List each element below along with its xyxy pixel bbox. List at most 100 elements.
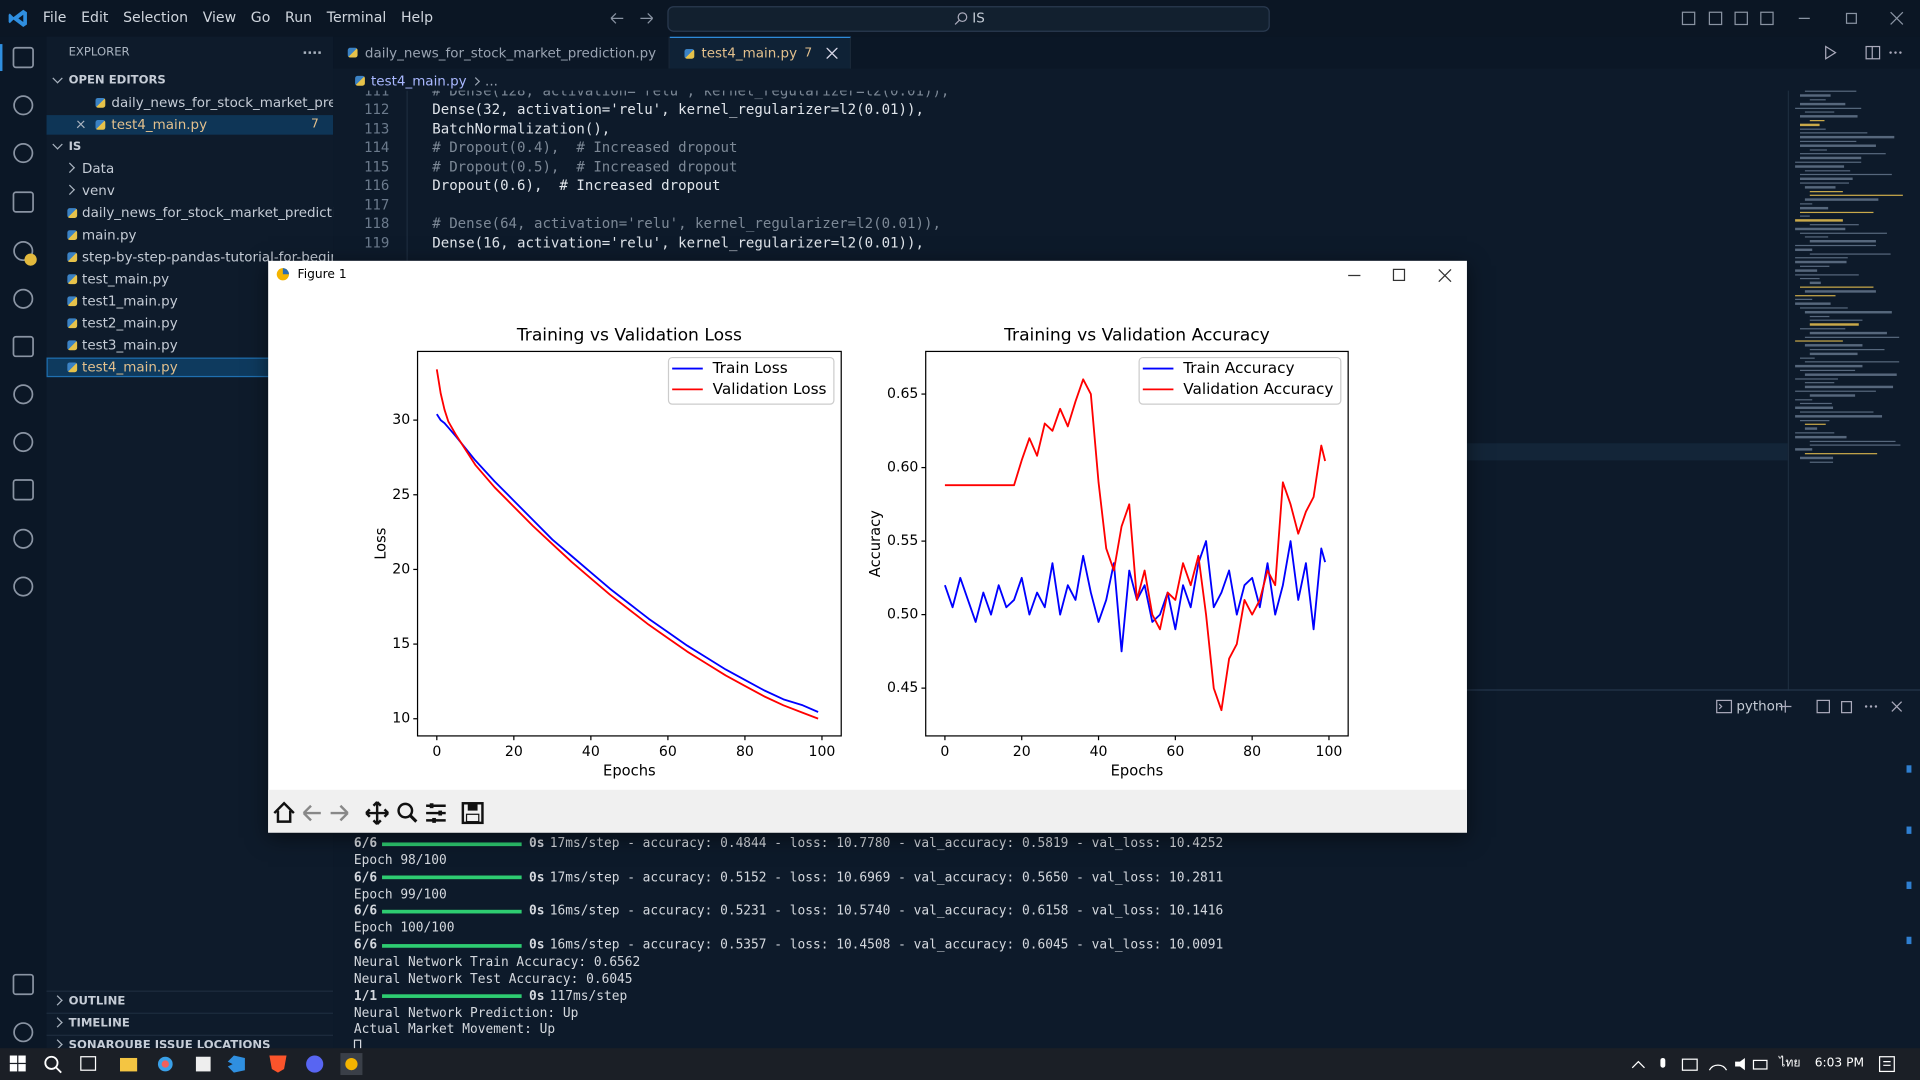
system-tray[interactable] bbox=[1629, 1056, 1770, 1073]
activity-icons[interactable] bbox=[0, 37, 47, 1048]
notifications[interactable] bbox=[1878, 1056, 1895, 1073]
nav-arrows[interactable] bbox=[609, 10, 658, 27]
minimap-line bbox=[1809, 148, 1827, 151]
activity-icon[interactable] bbox=[12, 191, 34, 213]
menu-item[interactable]: Help bbox=[400, 8, 434, 26]
chevron bbox=[52, 139, 63, 150]
activity-icon[interactable] bbox=[13, 143, 34, 164]
minimap-line bbox=[1800, 232, 1887, 234]
code-editor[interactable]: 111 # Dense(128, activation='relu', kerne… bbox=[333, 90, 1785, 261]
folder[interactable]: venv bbox=[82, 182, 115, 199]
activity-bar bbox=[0, 36, 47, 1049]
menu-item[interactable]: Go bbox=[250, 8, 271, 26]
file[interactable]: main.py bbox=[82, 227, 137, 243]
menu-item[interactable]: Edit bbox=[81, 8, 109, 26]
file[interactable]: daily_news_for_stock_market_prediction.p… bbox=[82, 204, 333, 221]
figure-window-controls[interactable] bbox=[1344, 267, 1454, 284]
activity-icon[interactable] bbox=[13, 528, 34, 549]
minimap-line bbox=[1800, 128, 1827, 130]
clock[interactable]: 6:03 PM bbox=[1814, 1056, 1865, 1071]
file[interactable]: test2_main.py bbox=[82, 315, 178, 332]
editor-actions[interactable] bbox=[1822, 44, 1915, 61]
active-indicator bbox=[0, 44, 3, 72]
minimap-line bbox=[1800, 144, 1877, 147]
chart-title: Training vs Validation Accuracy bbox=[1003, 326, 1270, 346]
menu-item[interactable]: File bbox=[42, 8, 67, 26]
minimap-line bbox=[1804, 111, 1835, 114]
menu-item[interactable]: Selection bbox=[123, 8, 188, 26]
minimap-line bbox=[1804, 382, 1835, 384]
activity-icon[interactable] bbox=[12, 973, 34, 996]
line-number: 117 bbox=[363, 195, 390, 213]
activity-icon[interactable] bbox=[12, 335, 34, 358]
activity-icon[interactable] bbox=[13, 384, 34, 405]
terminal-text: 117ms/step bbox=[549, 988, 628, 1004]
breadcrumb-item[interactable]: ... bbox=[485, 72, 498, 89]
current-line-highlight bbox=[1466, 443, 1788, 461]
section-title[interactable]: SONARQUBE ISSUE LOCATIONS bbox=[68, 1038, 271, 1049]
folder[interactable]: Data bbox=[82, 160, 115, 177]
minimap bbox=[1790, 90, 1912, 471]
menu-item[interactable]: View bbox=[202, 8, 237, 26]
minimap-line bbox=[1809, 332, 1888, 334]
progress-step: 6/6 bbox=[353, 869, 378, 885]
activity-icon[interactable] bbox=[13, 288, 34, 309]
menu-item[interactable]: Terminal bbox=[326, 8, 387, 26]
minimap-line bbox=[1800, 94, 1831, 97]
minimap-line bbox=[1800, 103, 1845, 105]
minimap-line bbox=[1800, 182, 1849, 184]
minimap-line bbox=[1795, 248, 1812, 251]
line-number: 113 bbox=[363, 119, 390, 137]
activity-icon[interactable] bbox=[12, 46, 34, 69]
progress-time: 0s bbox=[528, 903, 545, 919]
terminal-text: Epoch 100/100 bbox=[353, 920, 455, 936]
terminal-text: 17ms/step - accuracy: 0.4844 - loss: 10.… bbox=[549, 835, 1224, 851]
tab-close[interactable] bbox=[826, 47, 838, 59]
breadcrumb-item[interactable]: test4_main.py bbox=[371, 72, 467, 89]
progress-time: 0s bbox=[528, 835, 545, 851]
minimap-line bbox=[1800, 402, 1832, 405]
window-controls[interactable] bbox=[1678, 10, 1920, 27]
open-editor[interactable]: test4_main.py bbox=[111, 116, 208, 133]
minimap-line bbox=[1809, 240, 1877, 243]
terminal-shell[interactable]: python bbox=[1736, 698, 1784, 715]
open-editor[interactable]: daily_news_for_stock_market_predict... bbox=[111, 94, 333, 111]
minimap-line bbox=[1809, 394, 1856, 397]
legend-frame bbox=[1138, 356, 1342, 405]
activity-icon[interactable] bbox=[13, 240, 34, 262]
section-title[interactable]: OUTLINE bbox=[68, 994, 126, 1009]
explorer-more[interactable] bbox=[303, 51, 321, 56]
app-icon bbox=[8, 9, 27, 27]
x-tick-label: 0 bbox=[940, 744, 949, 760]
keyboard-language[interactable]: ไทย bbox=[1779, 1056, 1801, 1071]
panel-actions[interactable] bbox=[1778, 699, 1908, 714]
editor-tab[interactable]: test4_main.py 7 bbox=[669, 36, 852, 69]
editor-tab[interactable]: daily_news_for_stock_market_prediction.p… bbox=[333, 36, 670, 69]
menu-item[interactable]: Run bbox=[285, 8, 313, 26]
minimap-line bbox=[1804, 198, 1879, 201]
activity-icon[interactable] bbox=[13, 1022, 34, 1043]
search-box[interactable] bbox=[667, 6, 1270, 32]
activity-icon[interactable] bbox=[13, 95, 34, 116]
data-line bbox=[944, 540, 1327, 653]
file[interactable]: test3_main.py bbox=[82, 337, 178, 354]
taskbar-apps[interactable] bbox=[7, 1053, 374, 1076]
file-icon bbox=[67, 362, 78, 373]
activity-icon[interactable] bbox=[13, 576, 34, 597]
minimap-line bbox=[1800, 211, 1873, 214]
minimap-line bbox=[1795, 448, 1813, 451]
file[interactable]: test_main.py bbox=[82, 271, 170, 288]
y-tick-label: 0.50 bbox=[887, 607, 918, 623]
progress-bar bbox=[382, 841, 522, 846]
file[interactable]: test4_main.py bbox=[82, 359, 178, 376]
file[interactable]: test1_main.py bbox=[82, 293, 178, 310]
minimap-line bbox=[1795, 415, 1883, 418]
terminal[interactable]: 6/6 0s 17ms/step - accuracy: 0.4844 - loss… bbox=[353, 835, 1885, 1055]
section-title[interactable]: TIMELINE bbox=[68, 1016, 130, 1031]
minimap-line bbox=[1795, 244, 1877, 247]
toolbar-icons[interactable] bbox=[272, 801, 492, 825]
activity-icon[interactable] bbox=[13, 432, 34, 453]
activity-icon[interactable] bbox=[12, 479, 34, 501]
minimap-line bbox=[1800, 178, 1853, 180]
section-divider bbox=[46, 1034, 334, 1036]
